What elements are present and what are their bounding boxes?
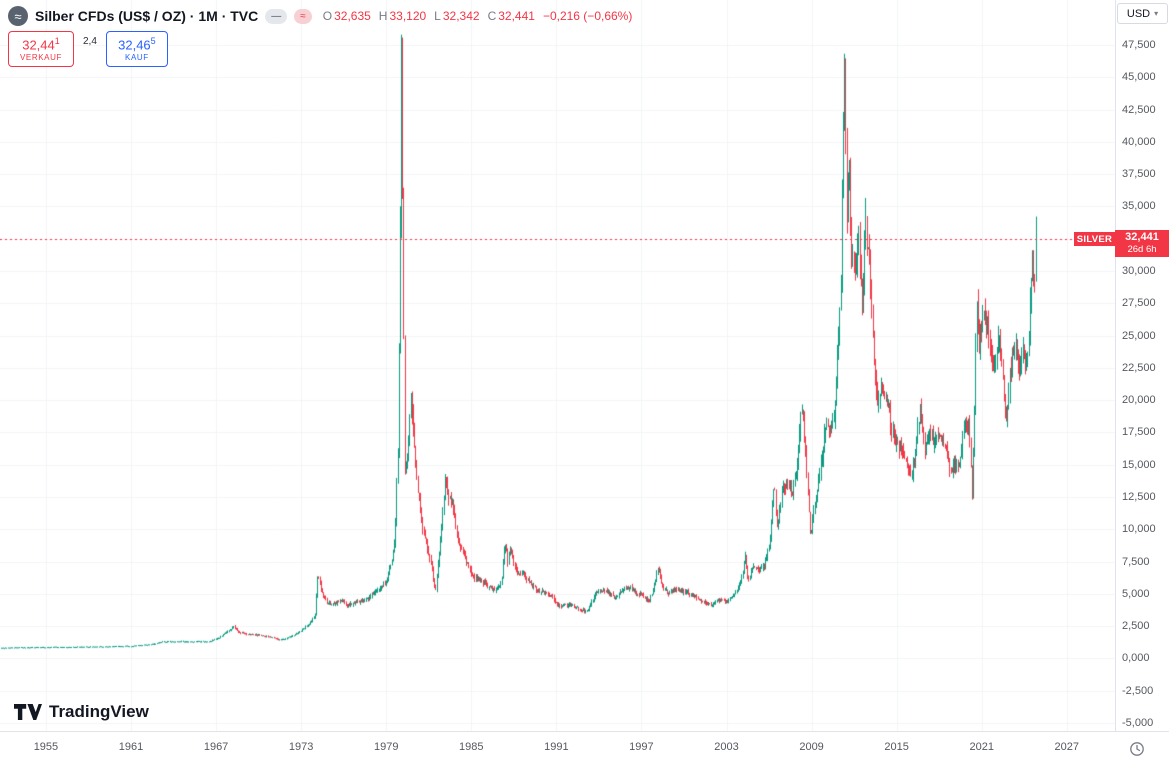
- chevron-down-icon: ▾: [1154, 9, 1159, 18]
- price-axis-label: 42,500: [1122, 103, 1156, 116]
- trade-panel: 32,441 VERKAUF 2,4 32,465 KAUF: [8, 31, 168, 68]
- symbol-title[interactable]: Silber CFDs (US$ / OZ) · 1M · TVC: [35, 8, 259, 24]
- time-axis-label: 1961: [118, 741, 144, 753]
- high-label: H: [378, 9, 388, 23]
- high-readout: H 33,120: [379, 9, 426, 23]
- close-label: C: [487, 9, 497, 23]
- price-axis-label: 40,000: [1122, 135, 1156, 148]
- change-value: −0,216 (−0,66%): [542, 9, 633, 23]
- sell-price: 32,441: [9, 34, 73, 52]
- price-axis-label: 30,000: [1122, 264, 1156, 277]
- price-axis-label: 22,500: [1122, 361, 1156, 374]
- tradingview-logo-icon: [14, 704, 42, 720]
- price-axis-label: -2,500: [1122, 684, 1154, 697]
- price-axis[interactable]: 47,50045,00042,50040,00037,50035,00032,5…: [1115, 0, 1169, 731]
- close-value: 32,441: [498, 9, 535, 23]
- price-axis-label: 10,000: [1122, 523, 1156, 536]
- open-value: 32,635: [334, 9, 371, 23]
- price-axis-label: -5,000: [1122, 716, 1154, 729]
- price-axis-label: 37,500: [1122, 168, 1156, 181]
- time-axis-label: 1985: [459, 741, 484, 753]
- sell-price-sup: 1: [54, 36, 60, 46]
- buy-price-sup: 5: [150, 36, 156, 46]
- time-axis[interactable]: 1955 1961 1967 1973 1979 1985 1991 1997 2003 2009…: [0, 731, 1169, 769]
- open-label: O: [322, 9, 333, 23]
- low-label: L: [434, 9, 441, 23]
- buy-price: 32,465: [107, 34, 167, 52]
- time-axis-label: 2021: [969, 741, 994, 753]
- time-axis-label: 1955: [33, 741, 59, 753]
- price-axis-label: 7,500: [1122, 555, 1150, 568]
- time-axis-label: 2003: [714, 741, 739, 753]
- series-style-button[interactable]: ≈: [294, 8, 312, 24]
- bar-countdown: 26d 6h: [1127, 244, 1157, 256]
- sell-price-main: 32,44: [22, 37, 55, 53]
- minus-icon: —: [271, 10, 282, 22]
- time-axis-label: 1997: [629, 741, 654, 753]
- spread-value: 2,4: [83, 36, 97, 47]
- last-price: 32,441: [1125, 231, 1159, 244]
- price-axis-label: 0,000: [1122, 652, 1150, 665]
- price-axis-label: 35,000: [1122, 200, 1156, 213]
- buy-price-main: 32,46: [118, 37, 151, 53]
- price-axis-label: 25,000: [1122, 329, 1156, 342]
- time-axis-label: 2015: [884, 741, 909, 753]
- price-axis-label: 15,000: [1122, 458, 1156, 471]
- low-value: 32,342: [442, 9, 480, 23]
- buy-label: KAUF: [125, 53, 149, 63]
- price-axis-label: 17,500: [1122, 426, 1156, 439]
- time-axis-label: 2027: [1054, 741, 1080, 753]
- symbol-logo-icon: ≈: [8, 6, 28, 26]
- price-line-price-tag: 32,441 26d 6h: [1115, 230, 1169, 258]
- buy-button[interactable]: 32,465 KAUF: [105, 31, 168, 68]
- time-axis-label: 1967: [203, 741, 229, 753]
- collapse-button[interactable]: —: [265, 8, 288, 24]
- brand-name: TradingView: [49, 702, 149, 721]
- wave-icon: ≈: [300, 10, 306, 22]
- time-axis-label: 2009: [799, 741, 824, 753]
- open-readout: O 32,635: [323, 9, 371, 23]
- price-axis-label: 12,500: [1122, 490, 1156, 503]
- tradingview-brand-link[interactable]: TradingView: [14, 702, 149, 722]
- time-axis-label: 1991: [544, 741, 569, 753]
- time-axis-label: 1973: [288, 741, 314, 753]
- chart-header: ≈ Silber CFDs (US$ / OZ) · 1M · TVC — ≈ …: [8, 6, 632, 26]
- price-line-symbol-tag: SILVER: [1074, 232, 1115, 247]
- candlestick-chart[interactable]: [0, 0, 1115, 731]
- currency-dropdown[interactable]: USD ▾: [1117, 3, 1168, 24]
- low-readout: L 32,342: [434, 9, 479, 23]
- price-axis-label: 45,000: [1122, 71, 1156, 84]
- close-readout: C 32,441: [488, 9, 535, 23]
- price-axis-label: 5,000: [1122, 587, 1150, 600]
- sell-label: VERKAUF: [20, 53, 62, 63]
- price-axis-label: 27,500: [1122, 297, 1156, 310]
- ohlc-readout: O 32,635 H 33,120 L 32,342 C 32,441 −0,216 (…: [323, 9, 633, 23]
- price-axis-label: 20,000: [1122, 394, 1156, 407]
- price-axis-label: 47,500: [1122, 38, 1156, 51]
- clock-icon[interactable]: [1129, 741, 1145, 762]
- sell-button[interactable]: 32,441 VERKAUF: [8, 31, 74, 68]
- currency-label: USD: [1126, 7, 1151, 20]
- high-value: 33,120: [389, 9, 427, 23]
- price-axis-label: 2,500: [1122, 620, 1150, 633]
- time-axis-label: 1979: [373, 741, 399, 753]
